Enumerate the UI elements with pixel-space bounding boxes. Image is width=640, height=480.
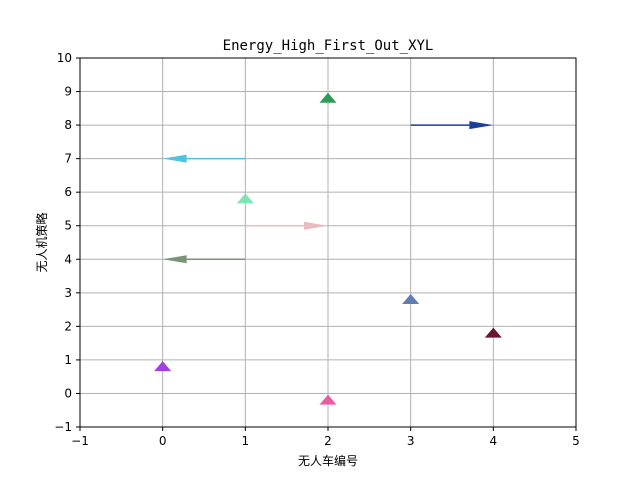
- arrow-head: [162, 154, 187, 163]
- y-tick-label: −1: [54, 420, 72, 434]
- y-axis-label: 无人机策略: [34, 212, 49, 272]
- arrow-head: [469, 121, 494, 130]
- data-marks: [154, 92, 502, 405]
- y-tick-label: 3: [64, 286, 72, 300]
- triangle-marker: [236, 193, 254, 204]
- x-tick-label: 5: [572, 434, 580, 448]
- triangle-marker: [484, 327, 502, 338]
- x-tick-label: 1: [242, 434, 250, 448]
- y-tick-label: 2: [64, 319, 72, 333]
- x-tick-label: 3: [407, 434, 415, 448]
- y-tick-label: 5: [64, 219, 72, 233]
- x-tick-label: 0: [159, 434, 167, 448]
- triangle-marker: [154, 361, 172, 372]
- grid: [79, 57, 577, 428]
- triangle-marker: [319, 394, 337, 405]
- y-tick-label: 9: [64, 85, 72, 99]
- x-tick-label: 2: [324, 434, 332, 448]
- arrow-head: [162, 255, 187, 264]
- y-tick-label: 8: [64, 118, 72, 132]
- y-tick-label: 0: [64, 386, 72, 400]
- y-tick-label: 6: [64, 185, 72, 199]
- arrow-head: [304, 221, 328, 230]
- y-tick-label: 7: [64, 152, 72, 166]
- ticks: −1 0 1 2 3 4 5 −1 0 1 2 3 4 5 6 7 8 9 10: [54, 51, 580, 448]
- x-axis-label: 无人车编号: [298, 453, 358, 468]
- y-tick-label: 4: [64, 252, 72, 266]
- y-tick-label: 1: [64, 353, 72, 367]
- x-tick-label: −1: [71, 434, 89, 448]
- chart-title: Energy_High_First_Out_XYL: [223, 38, 434, 54]
- triangle-marker: [402, 294, 420, 305]
- triangle-marker: [319, 92, 337, 103]
- y-tick-label: 10: [57, 51, 72, 65]
- x-tick-label: 4: [490, 434, 498, 448]
